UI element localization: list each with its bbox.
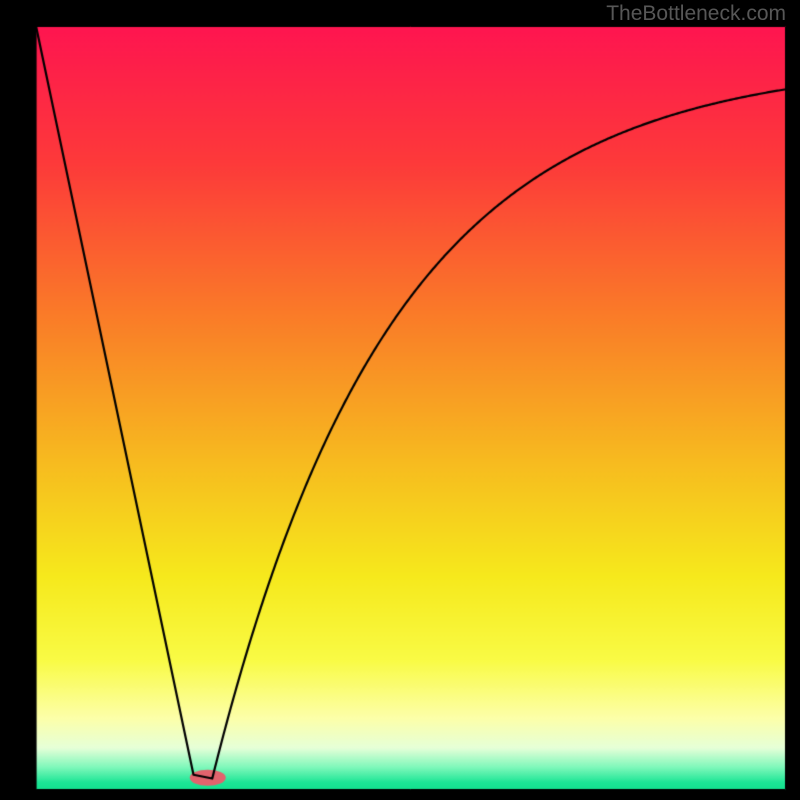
bottleneck-chart	[0, 0, 800, 800]
chart-container: TheBottleneck.com	[0, 0, 800, 800]
watermark-text: TheBottleneck.com	[606, 2, 786, 26]
